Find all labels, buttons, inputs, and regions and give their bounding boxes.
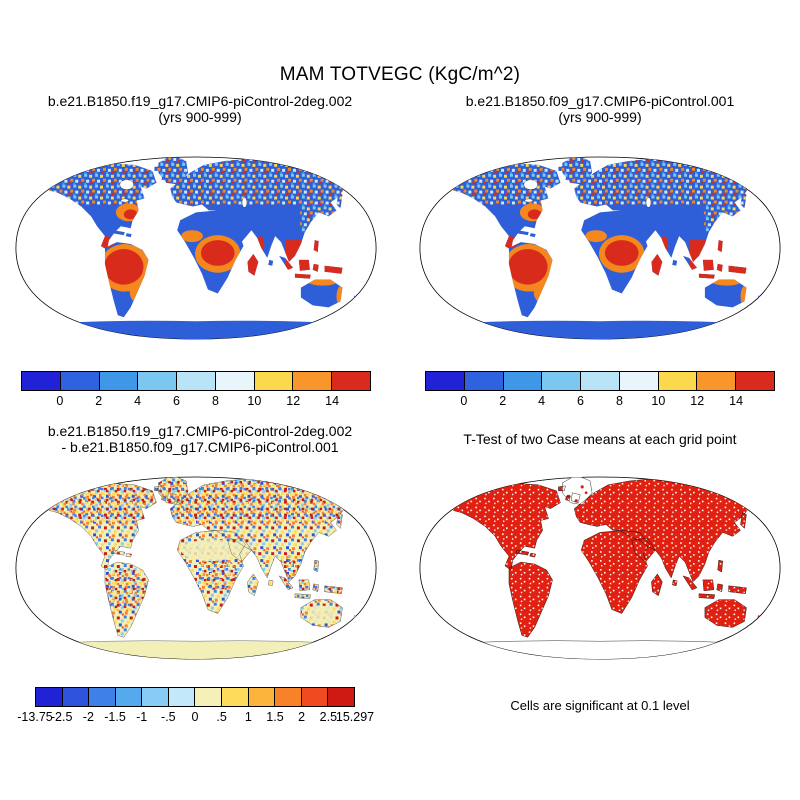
colorbar-tick: 8	[615, 394, 623, 408]
map-case2-totvegc	[412, 141, 788, 355]
colorbar-segment	[248, 688, 276, 706]
colorbar-segment	[426, 372, 465, 390]
colorbar-segment	[168, 688, 196, 706]
colorbar-segment	[115, 688, 143, 706]
panel-title-ttest: T-Test of two Case means at each grid po…	[463, 431, 737, 447]
colorbar-totvegc-right	[425, 371, 775, 391]
map-case-difference	[8, 461, 384, 675]
colorbar-ticks-totvegc-left: 0 2 4 6 8 10 12 14	[21, 394, 371, 409]
panel-title-top-right-line1: b.e21.B1850.f09_g17.CMIP6-piControl.001	[465, 93, 735, 109]
colorbar-segment	[328, 688, 354, 706]
colorbar-difference	[35, 687, 355, 707]
colorbar-tick: -2.5	[50, 710, 73, 724]
colorbar-segment	[464, 372, 504, 390]
colorbar-segment	[581, 372, 620, 390]
panel-title-bottom-left-line1: b.e21.B1850.f19_g17.CMIP6-piControl-2deg…	[47, 423, 353, 439]
colorbar-tick: 4	[134, 394, 142, 408]
colorbar-segment	[736, 372, 775, 390]
colorbar-segment	[332, 372, 371, 390]
colorbar-tick: 1.5	[266, 710, 284, 724]
colorbar-segment	[301, 688, 329, 706]
colorbar-segment	[215, 372, 255, 390]
colorbar-tick: 1	[244, 710, 252, 724]
colorbar-segment	[542, 372, 582, 390]
colorbar-tick: 0	[191, 710, 199, 724]
colorbar-tick: -.5	[161, 710, 176, 724]
colorbar-segment	[89, 688, 116, 706]
colorbar-tick: 14	[729, 394, 744, 408]
colorbar-segment	[142, 688, 169, 706]
map-case1-totvegc	[8, 141, 384, 355]
colorbar-tick: -1	[136, 710, 148, 724]
panel-title-top-right-line2: (yrs 900-999)	[558, 109, 642, 125]
colorbar-segment	[99, 372, 139, 390]
colorbar-tick: 10	[247, 394, 262, 408]
colorbar-tick: 2.5	[319, 710, 338, 724]
significance-caption: Cells are significant at 0.1 level	[510, 698, 690, 713]
panel-title-top-left-line2: (yrs 900-999)	[158, 109, 242, 125]
colorbar-segment	[177, 372, 216, 390]
colorbar-tick: 2	[499, 394, 507, 408]
colorbar-ticks-difference: -13.75 -2.5 -2 -1.5 -1 -.5 0 .5 1 1.5 2 …	[17, 710, 374, 725]
colorbar-tick: 14	[325, 394, 340, 408]
colorbar-segment	[22, 372, 61, 390]
panel-title-top-left-line1: b.e21.B1850.f19_g17.CMIP6-piControl-2deg…	[47, 93, 353, 109]
colorbar-segment	[697, 372, 737, 390]
colorbar-tick: 10	[651, 394, 666, 408]
colorbar-tick: 2	[298, 710, 306, 724]
colorbar-segment	[195, 688, 223, 706]
colorbar-segment	[275, 688, 302, 706]
panel-title-bottom-left-line2: - b.e21.B1850.f09_g17.CMIP6-piControl.00…	[61, 439, 339, 455]
colorbar-tick: 6	[173, 394, 181, 408]
figure-title: MAM TOTVEGC (KgC/m^2)	[279, 64, 521, 85]
colorbar-segment	[503, 372, 543, 390]
colorbar-segment	[60, 372, 100, 390]
map-ttest-significance	[412, 461, 788, 675]
colorbar-tick: 0	[56, 394, 64, 408]
colorbar-tick: 12	[690, 394, 705, 408]
colorbar-tick: 12	[286, 394, 301, 408]
colorbar-tick: -2	[82, 710, 94, 724]
colorbar-segment	[254, 372, 294, 390]
colorbar-segment	[619, 372, 659, 390]
colorbar-ticks-totvegc-right: 0 2 4 6 8 10 12 14	[425, 394, 775, 409]
colorbar-segment	[36, 688, 63, 706]
colorbar-tick: .5	[216, 710, 227, 724]
colorbar-tick: 4	[538, 394, 546, 408]
colorbar-segment	[293, 372, 333, 390]
colorbar-tick: -13.75	[17, 710, 53, 724]
colorbar-tick: 0	[460, 394, 468, 408]
colorbar-tick: -1.5	[104, 710, 126, 724]
colorbar-segment	[658, 372, 698, 390]
colorbar-tick: 2	[95, 394, 103, 408]
colorbar-segment	[62, 688, 90, 706]
colorbar-segment	[138, 372, 178, 390]
colorbar-segment	[222, 688, 249, 706]
colorbar-tick: 15.297	[335, 710, 375, 724]
colorbar-tick: 8	[211, 394, 219, 408]
colorbar-tick: 6	[577, 394, 585, 408]
colorbar-totvegc-left	[21, 371, 371, 391]
